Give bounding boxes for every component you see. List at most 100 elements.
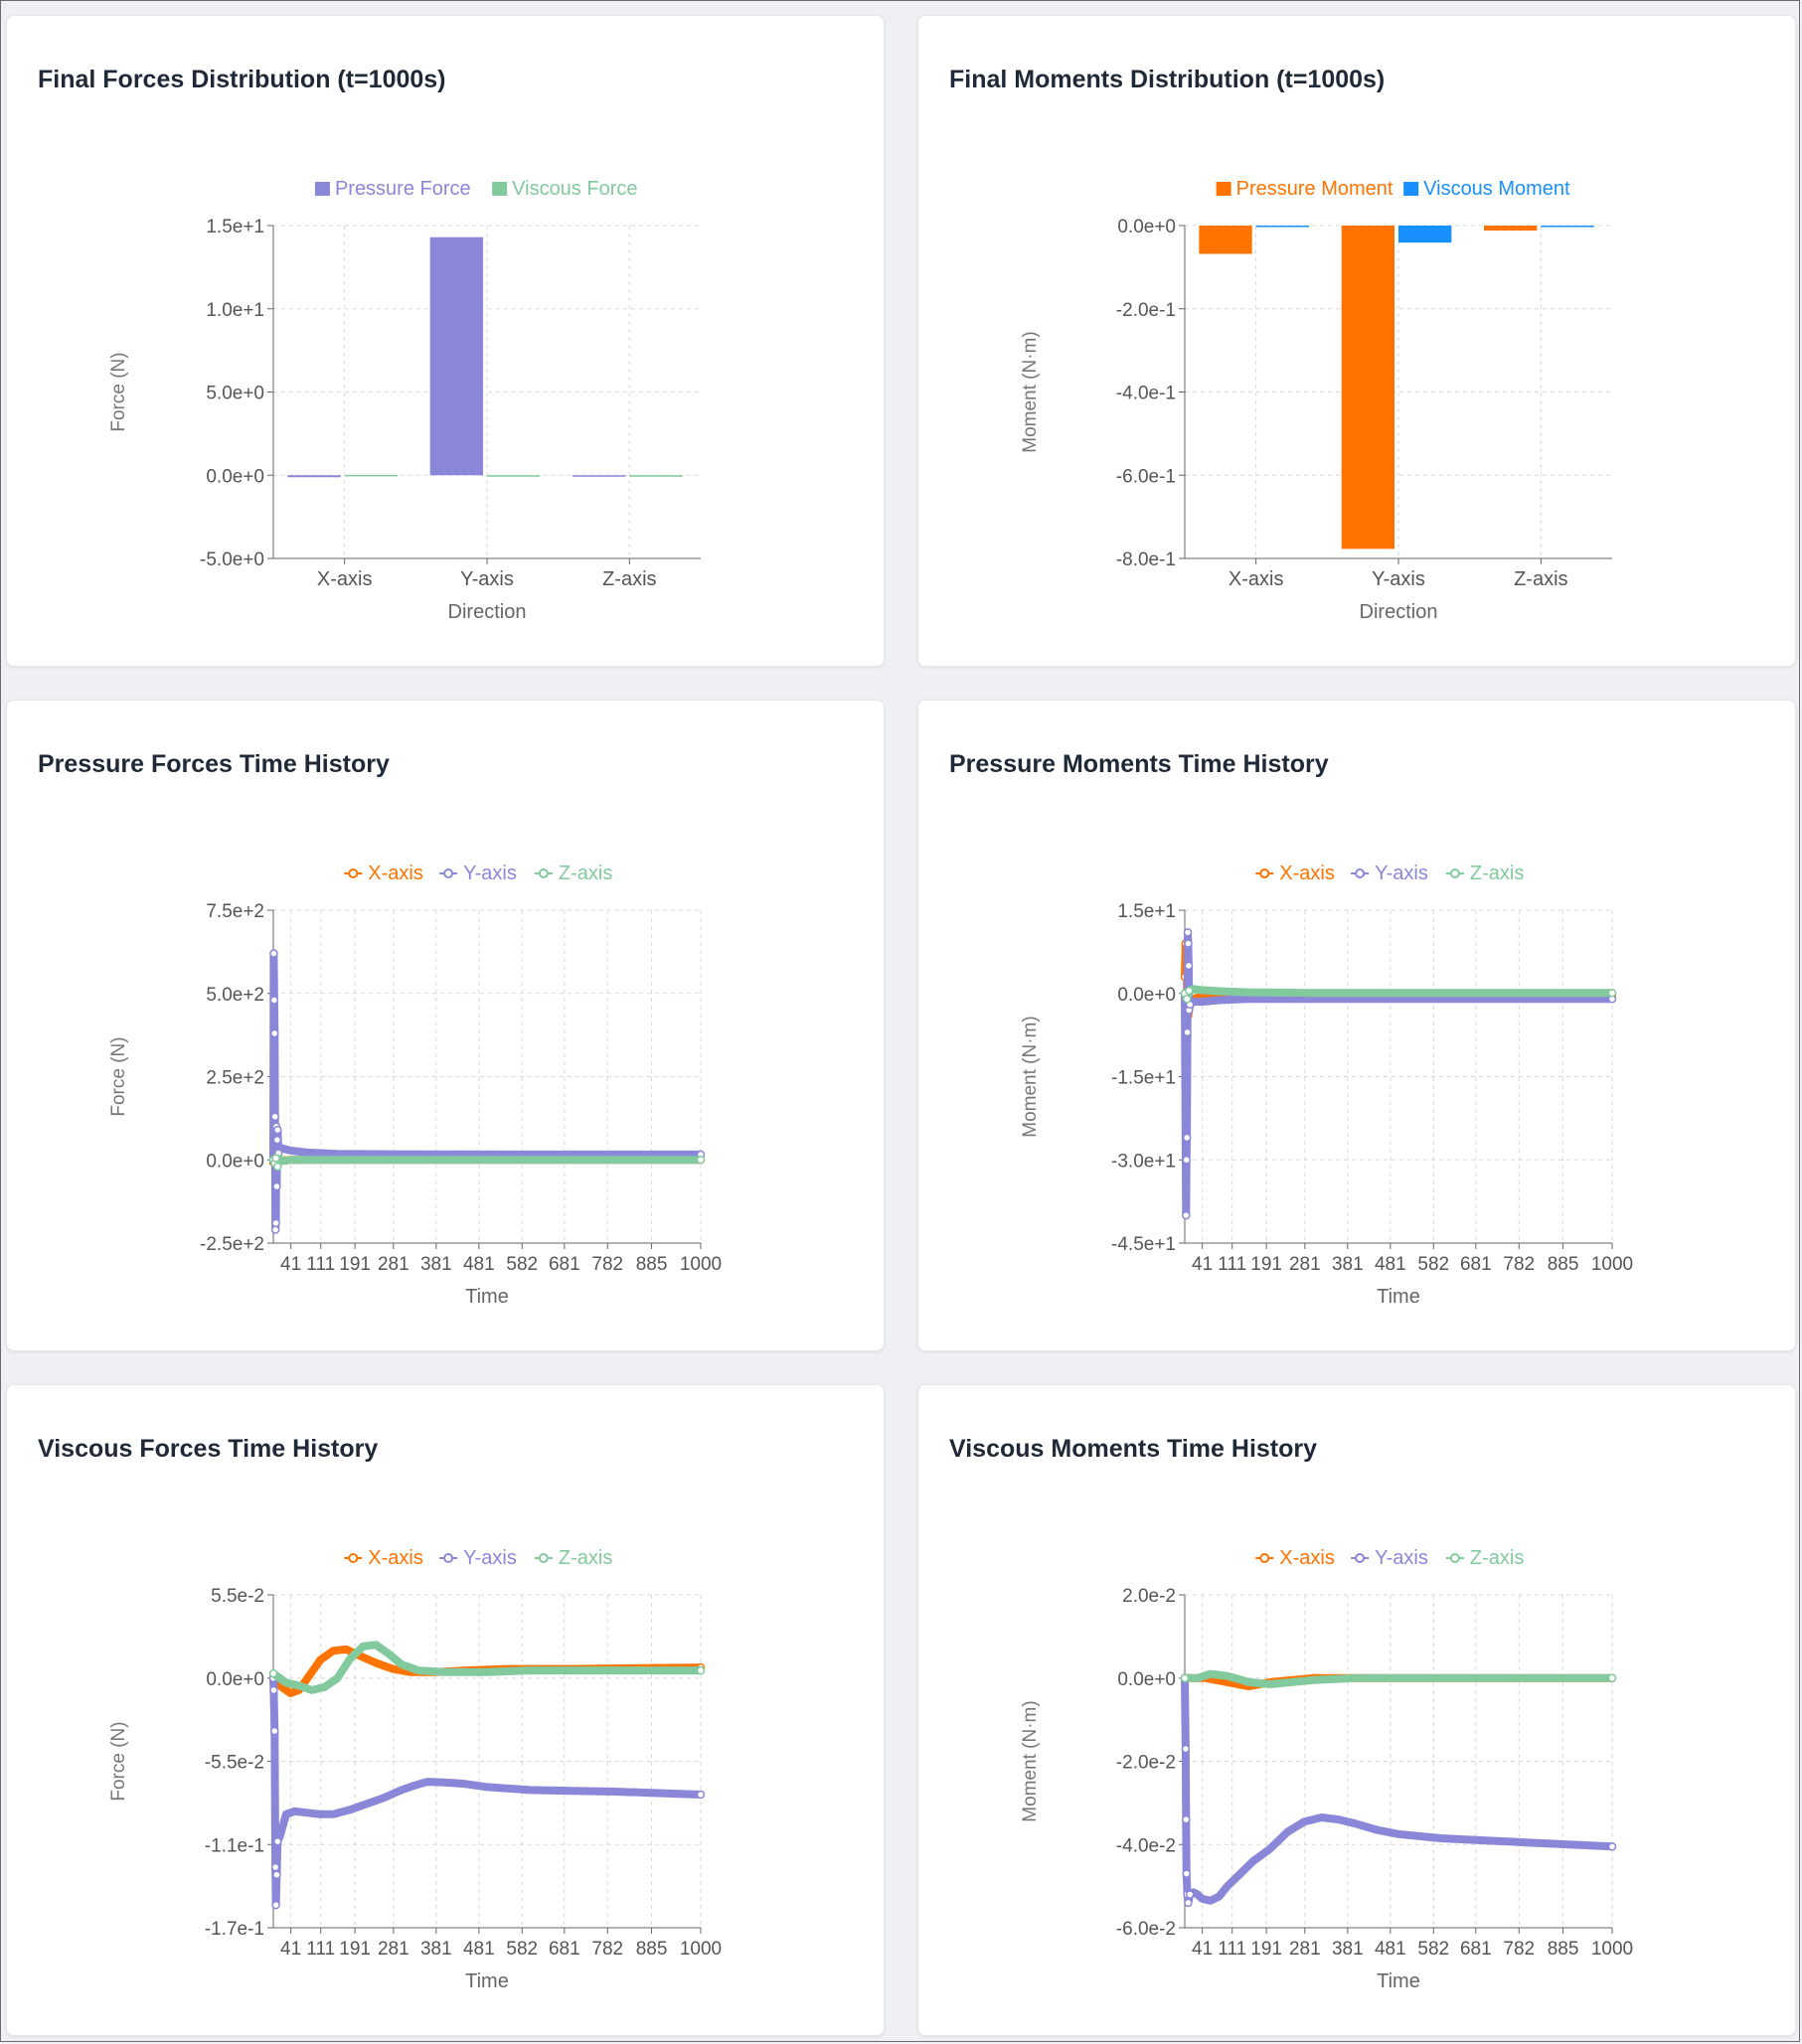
data-point — [1182, 1156, 1191, 1165]
chart-card-viscous-forces: Viscous Forces Time History -1.7e-1 -1.1e… — [6, 1384, 885, 2036]
data-point — [1182, 1814, 1191, 1824]
y-tick-label: -4.0e-1 — [1116, 384, 1176, 404]
data-point — [272, 1135, 282, 1145]
x-tick-label: 41 — [1192, 1254, 1213, 1275]
x-axis-label: Time — [465, 1286, 509, 1308]
data-point — [696, 1790, 706, 1800]
x-tick-label: 111 — [306, 1939, 335, 1960]
x-tick-label: 681 — [1460, 1939, 1492, 1960]
data-point — [270, 1112, 279, 1121]
series-line — [1181, 928, 1616, 1220]
series-line — [269, 1154, 705, 1171]
chart-card-pressure-moments: Pressure Moments Time History -4.5e+1 -3.… — [917, 700, 1796, 1351]
legend-label: Y-axis — [1375, 1547, 1428, 1569]
y-tick-label: -1.1e-1 — [205, 1835, 264, 1856]
bar — [1199, 226, 1252, 254]
x-tick-label: 681 — [549, 1939, 580, 1960]
legend-marker — [538, 868, 549, 878]
legend-label: Y-axis — [463, 863, 517, 884]
x-tick-label: 191 — [339, 1254, 371, 1275]
x-tick-label: 481 — [463, 1939, 495, 1960]
data-point — [1184, 961, 1194, 971]
x-tick-label: 1000 — [1591, 1254, 1633, 1275]
x-tick-label: X-axis — [1229, 568, 1284, 590]
x-tick-label: 111 — [306, 1254, 335, 1275]
legend-marker — [1259, 868, 1270, 878]
y-tick-label: 5.0e+0 — [206, 384, 264, 404]
y-tick-label: -4.0e-2 — [1116, 1835, 1176, 1856]
x-tick-label: 582 — [506, 1254, 538, 1275]
series-line — [269, 949, 705, 1234]
y-tick-label: -5.5e-2 — [205, 1753, 264, 1774]
legend-label: Z-axis — [559, 1547, 612, 1569]
data-point — [272, 1181, 281, 1191]
final-forces-bar-chart: -5.0e+0 0.0e+0 5.0e+0 1.0e+1 1.5e+1 Force (N)… — [108, 178, 701, 623]
final-moments-bar-chart: -8.0e-1 -6.0e-1 -4.0e-1 -2.0e-1 0.0e+0 Moment… — [1020, 178, 1612, 623]
data-point — [271, 1900, 280, 1910]
card-title: Final Forces Distribution (t=1000s) — [38, 66, 446, 93]
x-tick-label: 1000 — [1591, 1939, 1633, 1960]
y-tick-label: 0.0e+0 — [206, 1151, 264, 1172]
y-tick-label: -4.5e+1 — [1111, 1234, 1176, 1255]
x-tick-label: 381 — [1332, 1254, 1364, 1275]
legend-swatch — [1216, 182, 1231, 196]
legend-marker — [443, 868, 454, 878]
data-point — [1607, 988, 1617, 998]
x-tick-label: 1000 — [680, 1939, 722, 1960]
x-tick-label: 885 — [636, 1254, 668, 1275]
data-point — [270, 1726, 279, 1736]
data-point — [1183, 928, 1193, 937]
y-axis-label: Force (N) — [108, 1036, 129, 1116]
series-line — [269, 1641, 705, 1694]
data-point — [271, 1154, 280, 1163]
x-tick-label: 381 — [420, 1939, 452, 1960]
bar — [1398, 226, 1452, 243]
x-tick-label: 582 — [1417, 1939, 1449, 1960]
y-tick-label: -6.0e-1 — [1116, 466, 1176, 487]
y-tick-label: 1.0e+1 — [206, 300, 264, 321]
data-point — [1185, 986, 1194, 996]
x-tick-label: 885 — [636, 1939, 668, 1960]
x-tick-label: 381 — [1332, 1939, 1364, 1960]
chart-card-pressure-forces: Pressure Forces Time History -2.5e+2 0.0e… — [6, 700, 885, 1351]
data-point — [271, 1218, 280, 1228]
legend-label: X-axis — [368, 1547, 423, 1569]
x-tick-label: 782 — [1503, 1254, 1535, 1275]
y-tick-label: -2.0e-1 — [1116, 300, 1176, 321]
legend-marker — [1259, 1553, 1270, 1563]
x-tick-label: Z-axis — [1514, 568, 1567, 590]
y-axis-label: Moment (N·m) — [1020, 1016, 1041, 1137]
series-line — [1181, 1669, 1616, 1688]
data-point — [1607, 1842, 1617, 1851]
data-point — [1182, 1133, 1192, 1143]
legend-label: Viscous Moment — [1423, 178, 1570, 200]
x-tick-label: 582 — [1417, 1254, 1449, 1275]
y-tick-label: 1.5e+1 — [1117, 901, 1176, 922]
x-tick-label: 281 — [378, 1939, 410, 1960]
bar — [1255, 226, 1309, 228]
x-tick-label: 782 — [1503, 1939, 1535, 1960]
y-tick-label: 0.0e+0 — [1117, 985, 1176, 1006]
data-point — [696, 1156, 706, 1165]
x-tick-label: 41 — [1192, 1939, 1213, 1960]
data-point — [1180, 1673, 1190, 1682]
viscous-moments-line-chart: -6.0e-2 -4.0e-2 -2.0e-2 0.0e+0 2.0e-2 Moment … — [1020, 1547, 1633, 1992]
legend-label: Viscous Force — [512, 178, 637, 200]
legend-label: X-axis — [1279, 863, 1335, 884]
series-line — [269, 1673, 705, 1910]
data-point — [268, 1668, 278, 1678]
data-point — [270, 1862, 280, 1872]
legend-label: X-axis — [368, 863, 423, 884]
x-tick-label: Z-axis — [602, 568, 656, 590]
x-tick-label: 481 — [1375, 1254, 1406, 1275]
legend-swatch — [314, 182, 330, 196]
data-point — [1182, 1869, 1191, 1878]
legend-marker — [1449, 1553, 1460, 1563]
x-tick-label: 191 — [339, 1939, 371, 1960]
data-point — [1607, 1673, 1617, 1682]
y-tick-label: -8.0e-1 — [1116, 550, 1176, 570]
legend-marker — [1449, 868, 1460, 878]
legend-label: Y-axis — [463, 1547, 517, 1569]
viscous-forces-line-chart: -1.7e-1 -1.1e-1 -5.5e-2 0.0e+0 5.5e-2 Force (… — [108, 1547, 722, 1992]
